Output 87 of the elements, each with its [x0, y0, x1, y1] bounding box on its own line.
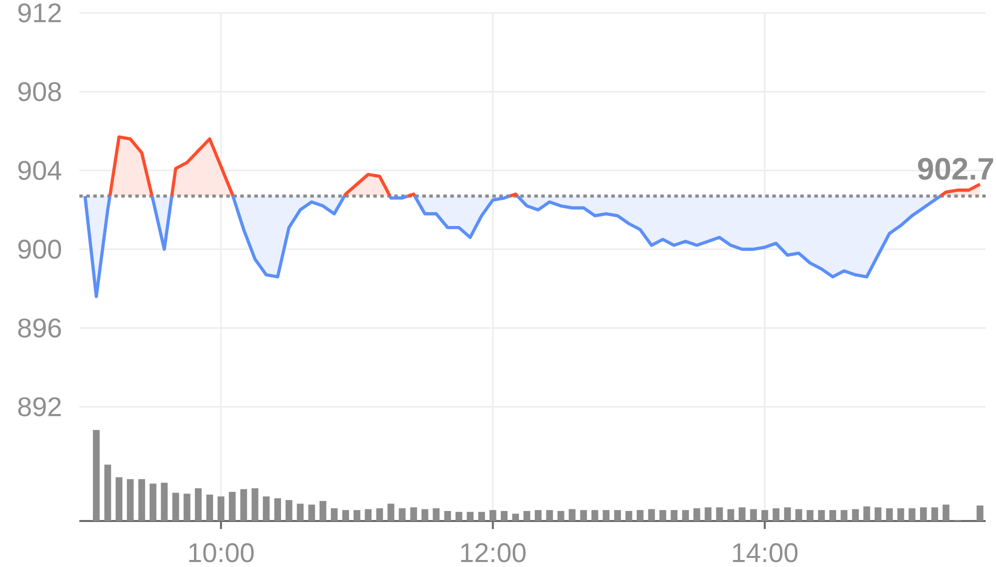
bar [591, 510, 598, 521]
bar [750, 509, 757, 521]
bar [500, 510, 508, 521]
bar [602, 510, 610, 521]
bar [320, 500, 326, 521]
bar [829, 510, 836, 521]
bar [908, 508, 916, 521]
bar [342, 510, 350, 521]
y-tick-label: 908 [18, 82, 61, 102]
bar [568, 509, 576, 521]
bar [444, 510, 451, 521]
bar [727, 509, 734, 521]
bar [670, 510, 678, 521]
bar [138, 479, 146, 521]
bar [863, 506, 870, 521]
bar [806, 510, 814, 521]
bar [388, 504, 394, 521]
bar [716, 507, 723, 521]
bar [228, 492, 236, 521]
y-tick-label: 896 [18, 318, 61, 338]
ref-line-label: 902.7 [918, 158, 994, 180]
bar [784, 507, 791, 521]
bar [976, 506, 984, 521]
bar [625, 510, 632, 521]
bar [636, 510, 644, 521]
bar [840, 510, 848, 521]
bar [580, 510, 587, 521]
bar [160, 482, 168, 521]
bar [523, 510, 530, 521]
bar [942, 504, 950, 521]
bar [693, 508, 700, 521]
bar [546, 510, 553, 521]
bar [376, 508, 384, 521]
bar [364, 509, 372, 521]
bar [218, 496, 224, 521]
bar [738, 507, 746, 521]
bar [172, 492, 180, 521]
bar [330, 508, 338, 521]
bar [104, 464, 112, 521]
bar [920, 507, 927, 521]
bar [466, 512, 474, 521]
bar [252, 488, 258, 521]
bar [398, 508, 406, 521]
bar [874, 507, 882, 521]
bar [456, 512, 462, 521]
bar [354, 510, 360, 521]
bar [557, 510, 564, 521]
bar [184, 494, 190, 521]
bar [648, 509, 655, 521]
bar [489, 510, 496, 521]
x-tick-label: 12:00 [461, 543, 526, 562]
bar [296, 504, 304, 521]
bar [308, 504, 316, 521]
bar [818, 510, 825, 521]
bar [286, 500, 292, 521]
y-tick-label: 904 [18, 160, 62, 180]
bar [931, 507, 938, 521]
y-tick-label: 892 [18, 397, 61, 416]
bar [150, 484, 156, 521]
bar [274, 498, 282, 521]
bar [614, 510, 621, 521]
bar [240, 489, 248, 521]
bar [116, 477, 122, 521]
bar [262, 496, 270, 521]
bar [659, 510, 666, 521]
bar [682, 510, 689, 521]
bar [206, 494, 214, 521]
bar [761, 510, 768, 521]
bar [126, 479, 134, 521]
bar [704, 507, 712, 521]
bar [886, 508, 893, 521]
y-tick-label: 912 [18, 3, 61, 22]
bar [897, 508, 904, 521]
bar [92, 430, 100, 521]
x-tick-label: 14:00 [733, 543, 798, 562]
bar [534, 510, 542, 521]
bar [772, 508, 780, 521]
bar [410, 507, 417, 521]
bar [194, 488, 202, 521]
bar [512, 514, 519, 521]
bar [422, 509, 428, 521]
x-tick-label: 10:00 [189, 543, 254, 562]
y-tick-label: 900 [18, 240, 62, 259]
bar [795, 509, 802, 521]
bar [432, 508, 440, 521]
bar [478, 512, 485, 521]
bar [852, 509, 859, 521]
